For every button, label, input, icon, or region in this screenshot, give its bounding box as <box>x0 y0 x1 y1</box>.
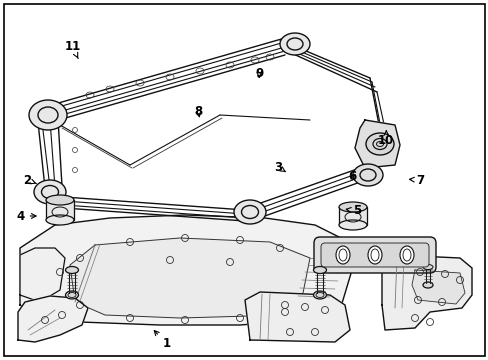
Polygon shape <box>411 270 464 304</box>
Polygon shape <box>338 207 366 225</box>
Ellipse shape <box>29 100 67 130</box>
Text: 7: 7 <box>409 174 424 186</box>
Ellipse shape <box>422 265 432 270</box>
Text: 5: 5 <box>346 204 360 217</box>
Polygon shape <box>354 120 399 168</box>
Ellipse shape <box>313 291 326 299</box>
FancyBboxPatch shape <box>320 243 428 267</box>
Ellipse shape <box>335 246 349 264</box>
Ellipse shape <box>65 291 79 299</box>
Text: 10: 10 <box>377 131 394 147</box>
Ellipse shape <box>46 215 74 225</box>
Ellipse shape <box>46 195 74 205</box>
Ellipse shape <box>65 266 79 274</box>
Ellipse shape <box>365 133 393 155</box>
Ellipse shape <box>338 202 366 212</box>
Text: 6: 6 <box>347 170 355 183</box>
Ellipse shape <box>367 246 381 264</box>
Polygon shape <box>381 255 471 330</box>
Polygon shape <box>244 292 349 342</box>
Polygon shape <box>70 238 309 318</box>
FancyBboxPatch shape <box>313 237 435 273</box>
Text: 1: 1 <box>154 330 170 350</box>
Ellipse shape <box>280 33 309 55</box>
Ellipse shape <box>422 282 432 288</box>
Polygon shape <box>20 248 65 302</box>
Polygon shape <box>20 215 354 325</box>
Text: 11: 11 <box>64 40 81 59</box>
Ellipse shape <box>399 246 413 264</box>
Polygon shape <box>46 200 74 220</box>
Text: 4: 4 <box>17 210 36 222</box>
Ellipse shape <box>352 164 382 186</box>
Ellipse shape <box>338 220 366 230</box>
Ellipse shape <box>34 180 66 204</box>
Ellipse shape <box>234 200 265 224</box>
Text: 8: 8 <box>194 105 202 118</box>
Polygon shape <box>18 296 88 342</box>
Ellipse shape <box>313 266 326 274</box>
Text: 3: 3 <box>274 161 285 174</box>
Text: 9: 9 <box>255 67 263 80</box>
Text: 2: 2 <box>23 174 36 186</box>
